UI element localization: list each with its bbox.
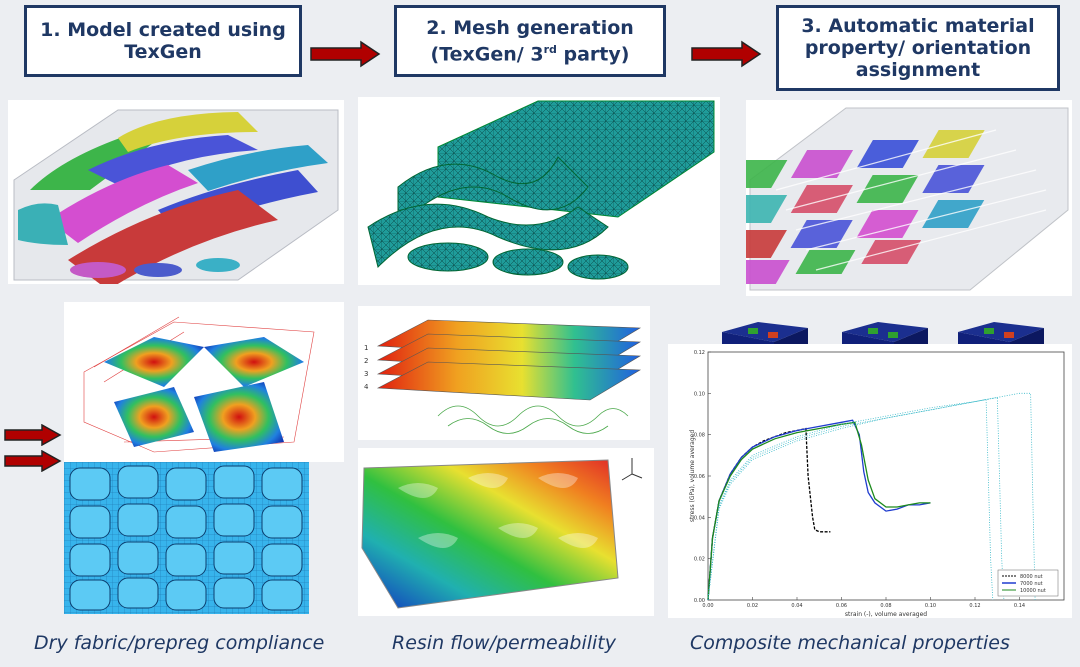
series-line [707,399,994,601]
y-tick-label: 0.12 [694,350,705,356]
step-2-line-2-b: party) [556,43,630,66]
y-axis-title: stress (GPa), volume averaged [689,430,696,523]
step-2-line-2: (TexGen/ 3rd party) [426,39,634,65]
legend-entry: 8000 nut [1020,574,1043,580]
step-2-superscript: rd [543,42,557,56]
series-line [707,419,931,601]
x-tick-label: 0.10 [925,603,936,609]
caption-resin-flow: Resin flow/permeability [392,632,616,654]
y-tick-label: 0.02 [694,557,705,563]
material-orientation-image [746,100,1072,296]
x-tick-label: 0.12 [969,603,980,609]
step-3-line-3: assignment [855,59,981,81]
x-tick-label: 0.08 [880,603,891,609]
arrow-right-icon [4,424,62,446]
series-line [707,397,1005,601]
compliance-contour-image [64,302,344,462]
arrow-right-icon [691,40,762,68]
x-tick-label: 0.00 [702,603,713,609]
texgen-model-image [8,100,344,284]
caption-mechanical: Composite mechanical properties [690,632,1010,654]
fabric-deformation-image [64,462,309,614]
y-tick-label: 0.04 [694,515,705,521]
legend-entry: 7000 nut [1020,581,1043,587]
layer-label: 3 [364,370,368,378]
y-tick-label: 0.06 [694,474,705,480]
y-tick-label: 0.00 [694,598,705,604]
x-tick-label: 0.04 [791,603,802,609]
step-1-line-1: 1. Model created using [40,19,286,41]
mesh-image [358,97,720,285]
arrow-right-icon [4,450,62,472]
x-tick-label: 0.06 [836,603,847,609]
x-tick-label: 0.02 [747,603,758,609]
legend-entry: 10000 nut [1020,588,1046,594]
step-2-line-2-a: (TexGen/ 3 [430,43,544,66]
step-3-line-2: property/ orientation [804,37,1032,59]
y-tick-label: 0.10 [694,391,705,397]
caption-dry-fabric: Dry fabric/prepreg compliance [34,632,325,654]
step-3-line-1: 3. Automatic material [801,15,1035,37]
resin-flow-volume-image [358,448,654,616]
step-box-3: 3. Automatic material property/ orientat… [776,5,1060,91]
y-tick-label: 0.08 [694,433,705,439]
arrow-right-icon [310,40,381,68]
stress-strain-chart: strain (-), volume averaged stress (GPa)… [668,344,1072,618]
plot-area [707,351,1065,601]
x-tick-label: 0.14 [1014,603,1025,609]
step-2-line-1: 2. Mesh generation [426,16,634,39]
layer-label: 4 [364,383,369,391]
layer-label: 1 [364,344,368,352]
layer-label: 2 [364,357,368,365]
x-axis-title: strain (-), volume averaged [845,611,927,618]
resin-layers-image: 1 2 3 4 [358,306,650,440]
step-1-line-2: TexGen [124,41,202,63]
legend: 8000 nut 7000 nut 10000 nut [997,569,1059,597]
step-box-2: 2. Mesh generation (TexGen/ 3rd party) [394,5,666,77]
step-box-1: 1. Model created using TexGen [24,5,302,77]
